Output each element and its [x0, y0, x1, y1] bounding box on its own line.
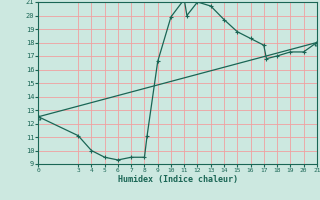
X-axis label: Humidex (Indice chaleur): Humidex (Indice chaleur): [118, 175, 238, 184]
